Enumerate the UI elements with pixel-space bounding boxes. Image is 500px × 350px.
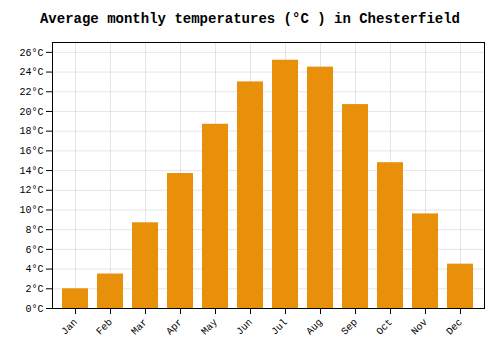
svg-text:Feb: Feb	[94, 317, 115, 338]
svg-text:20°C: 20°C	[19, 107, 43, 118]
svg-text:4°C: 4°C	[25, 264, 43, 275]
svg-text:14°C: 14°C	[19, 166, 43, 177]
html-text:Average monthly temperatures (: Average monthly temperatures (°C ) in Ch…	[40, 11, 460, 27]
svg-text:26°C: 26°C	[19, 48, 43, 59]
svg-text:12°C: 12°C	[19, 185, 43, 196]
svg-text:8°C: 8°C	[25, 225, 43, 236]
svg-text:Apr: Apr	[164, 317, 185, 338]
svg-text:16°C: 16°C	[19, 146, 43, 157]
svg-text:Jan: Jan	[59, 317, 80, 338]
svg-text:2°C: 2°C	[25, 284, 43, 295]
svg-text:Oct: Oct	[374, 317, 395, 338]
svg-text:22°C: 22°C	[19, 87, 43, 98]
svg-text:Jul: Jul	[269, 317, 290, 338]
svg-text:May: May	[199, 317, 220, 338]
svg-text:Sep: Sep	[339, 317, 360, 338]
svg-text:10°C: 10°C	[19, 205, 43, 216]
svg-text:Dec: Dec	[444, 317, 465, 338]
svg-text:24°C: 24°C	[19, 67, 43, 78]
svg-text:0°C: 0°C	[25, 304, 43, 315]
svg-text:Aug: Aug	[304, 317, 325, 338]
svg-text:Jun: Jun	[234, 317, 255, 338]
svg-text:Nov: Nov	[409, 317, 430, 338]
svg-text:18°C: 18°C	[19, 126, 43, 137]
svg-text:Mar: Mar	[129, 317, 150, 338]
svg-text:6°C: 6°C	[25, 245, 43, 256]
